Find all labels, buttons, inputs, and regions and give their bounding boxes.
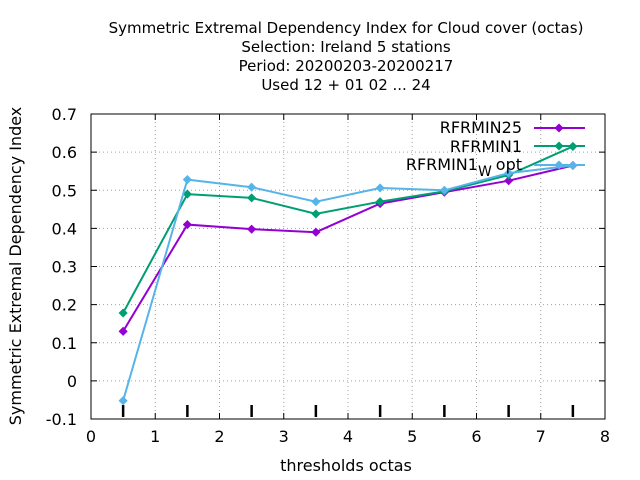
y-tick-label: 0.5 (52, 181, 77, 200)
legend-label-main: RFRMIN1 (406, 155, 478, 174)
y-tick-label: 0.4 (52, 219, 77, 238)
legend-label-rfrmin1: RFRMIN1 (450, 137, 522, 156)
data-point-rfrmin1-w-opt (504, 168, 514, 178)
series-line-rfrmin25 (122, 164, 574, 332)
legend-marker-rfrmin1 (554, 141, 564, 151)
y-tick-label: 0.2 (52, 296, 77, 315)
x-tick-label: 0 (86, 427, 96, 446)
data-point-rfrmin25 (311, 227, 321, 237)
x-tick-label: 1 (150, 427, 160, 446)
series-layer (118, 141, 578, 406)
data-point-rfrmin1-w-opt (247, 182, 257, 192)
data-point-rfrmin1 (247, 193, 257, 203)
data-point-rfrmin1 (311, 209, 321, 219)
data-point-rfrmin25 (182, 220, 192, 230)
y-tick-label: 0.7 (52, 105, 77, 124)
data-point-rfrmin25 (247, 224, 257, 234)
y-tick-label: 0.3 (52, 258, 77, 277)
y-tick-label: 0.6 (52, 143, 77, 162)
x-tick-label: 5 (407, 427, 417, 446)
plot-frame (90, 113, 606, 420)
x-tick-label: 4 (343, 427, 353, 446)
x-tick-label: 7 (536, 427, 546, 446)
x-tick-label: 6 (471, 427, 481, 446)
grid (91, 114, 605, 419)
tick-labels: 0 1 2 3 4 5 6 7 8 -0.1 0 0.1 0.2 0.3 0.4 0.5 0.6 0.7 (46, 105, 610, 446)
title-line-2: Selection: Ireland 5 stations (241, 38, 451, 56)
legend-marker-rfrmin25 (554, 123, 564, 133)
legend-label-rfrmin1-w-opt: RFRMIN1W opt (406, 155, 522, 180)
legend-label-rfrmin25: RFRMIN25 (440, 118, 522, 137)
legend-label-sub: W (478, 164, 492, 180)
title-line-4: Used 12 + 01 02 ... 24 (261, 76, 430, 94)
x-tick-label: 8 (600, 427, 610, 446)
data-point-rfrmin1 (182, 189, 192, 199)
x-tick-label: 2 (214, 427, 224, 446)
series-rfrmin1-w-opt (118, 160, 578, 406)
data-point-rfrmin1-w-opt (182, 175, 192, 185)
series-line-rfrmin1 (122, 145, 574, 314)
legend-label-tail: opt (496, 155, 522, 174)
x-axis-label: thresholds octas (280, 456, 412, 475)
series-line-rfrmin1-w-opt (122, 164, 574, 401)
legend: RFRMIN25 RFRMIN1 RFRMIN1W opt (406, 118, 585, 180)
x-tick-label: 3 (279, 427, 289, 446)
data-point-rfrmin1 (375, 197, 385, 207)
y-tick-label: -0.1 (46, 410, 77, 429)
legend-marker-rfrmin1-w-opt (554, 160, 564, 170)
y-tick-label: 0 (67, 372, 77, 391)
title-line-1: Symmetric Extremal Dependency Index for … (109, 19, 584, 37)
data-point-rfrmin1-w-opt (118, 396, 128, 406)
title-line-3: Period: 20200203-20200217 (239, 57, 454, 75)
series-rfrmin25 (118, 160, 578, 336)
y-tick-label: 0.1 (52, 334, 77, 353)
data-point-rfrmin25 (118, 326, 128, 336)
data-point-rfrmin1-w-opt (311, 197, 321, 207)
chart-title: Symmetric Extremal Dependency Index for … (109, 19, 584, 94)
y-axis-label: Symmetric Extremal Dependency Index (6, 107, 25, 426)
data-point-rfrmin1 (118, 308, 128, 318)
data-point-rfrmin1-w-opt (375, 183, 385, 193)
threshold-marks (121, 405, 575, 417)
data-point-rfrmin1-w-opt (439, 185, 449, 195)
